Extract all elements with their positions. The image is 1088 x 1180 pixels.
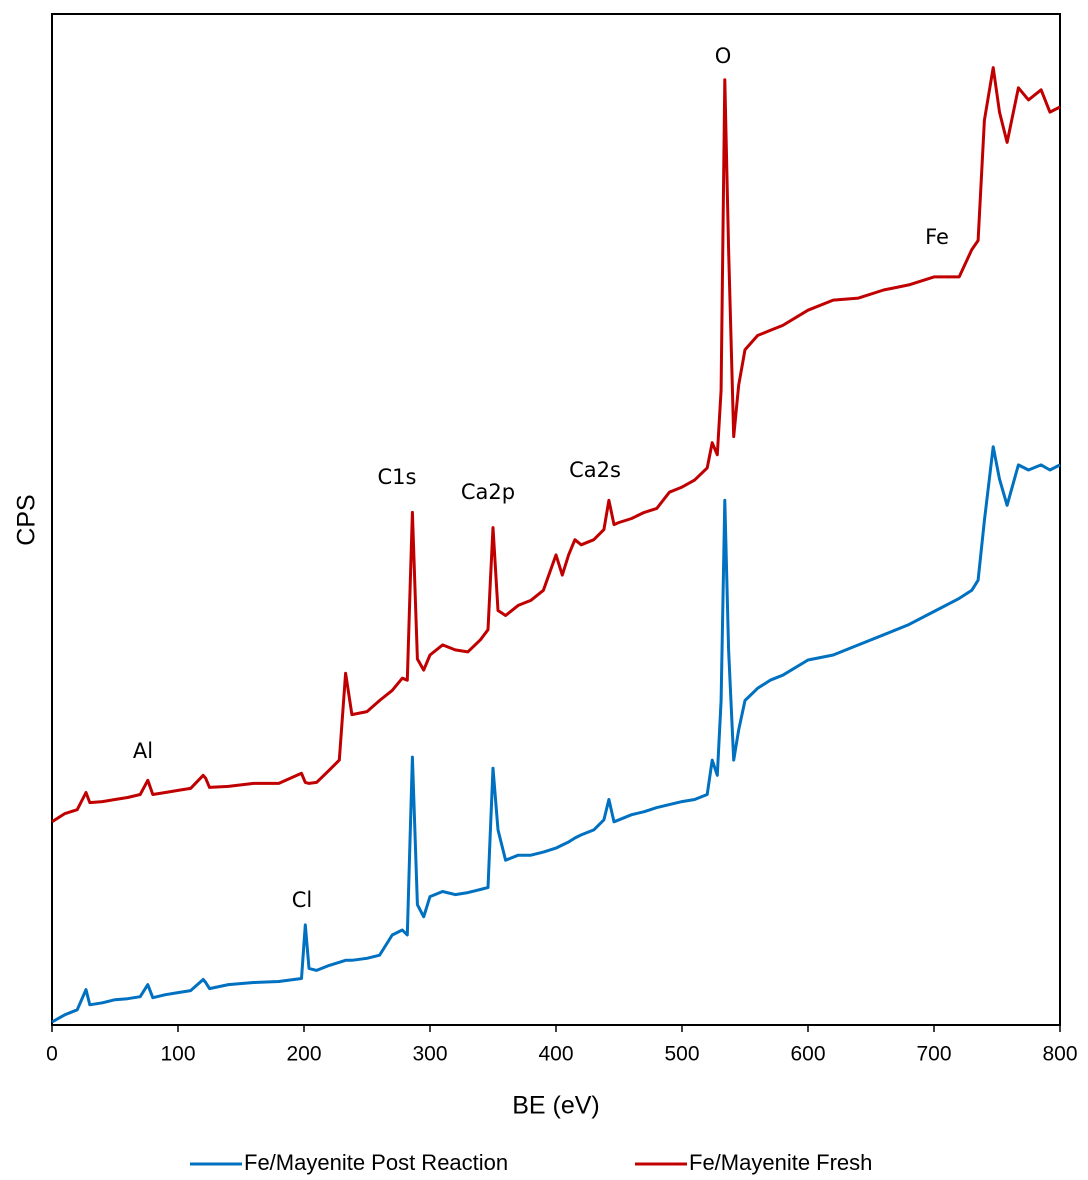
x-tick-label: 0 [46,1043,58,1066]
x-tick-label: 600 [790,1043,825,1066]
x-tick-label: 700 [916,1043,951,1066]
peak-annotation: Fe [925,225,949,249]
peak-annotation: Ca2s [569,458,621,482]
peak-annotation: O [715,44,732,68]
peak-annotation: Al [133,739,153,763]
legend-label: Fe/Mayenite Fresh [689,1150,872,1175]
peak-annotation: Cl [292,888,313,912]
x-tick-label: 200 [286,1043,321,1066]
x-axis-label: BE (eV) [512,1092,600,1120]
legend-label: Fe/Mayenite Post Reaction [244,1150,508,1175]
x-tick-label: 800 [1042,1043,1077,1066]
peak-annotation: C1s [378,465,417,489]
series-line [51,445,1061,1024]
series-line [51,66,1061,824]
plot-frame [51,13,1061,1026]
x-tick-label: 500 [664,1043,699,1066]
x-tick-label: 300 [412,1043,447,1066]
x-tick-label: 100 [160,1043,195,1066]
y-axis-label: CPS [13,494,41,545]
peak-annotation: Ca2p [461,480,515,504]
x-tick-label: 400 [538,1043,573,1066]
